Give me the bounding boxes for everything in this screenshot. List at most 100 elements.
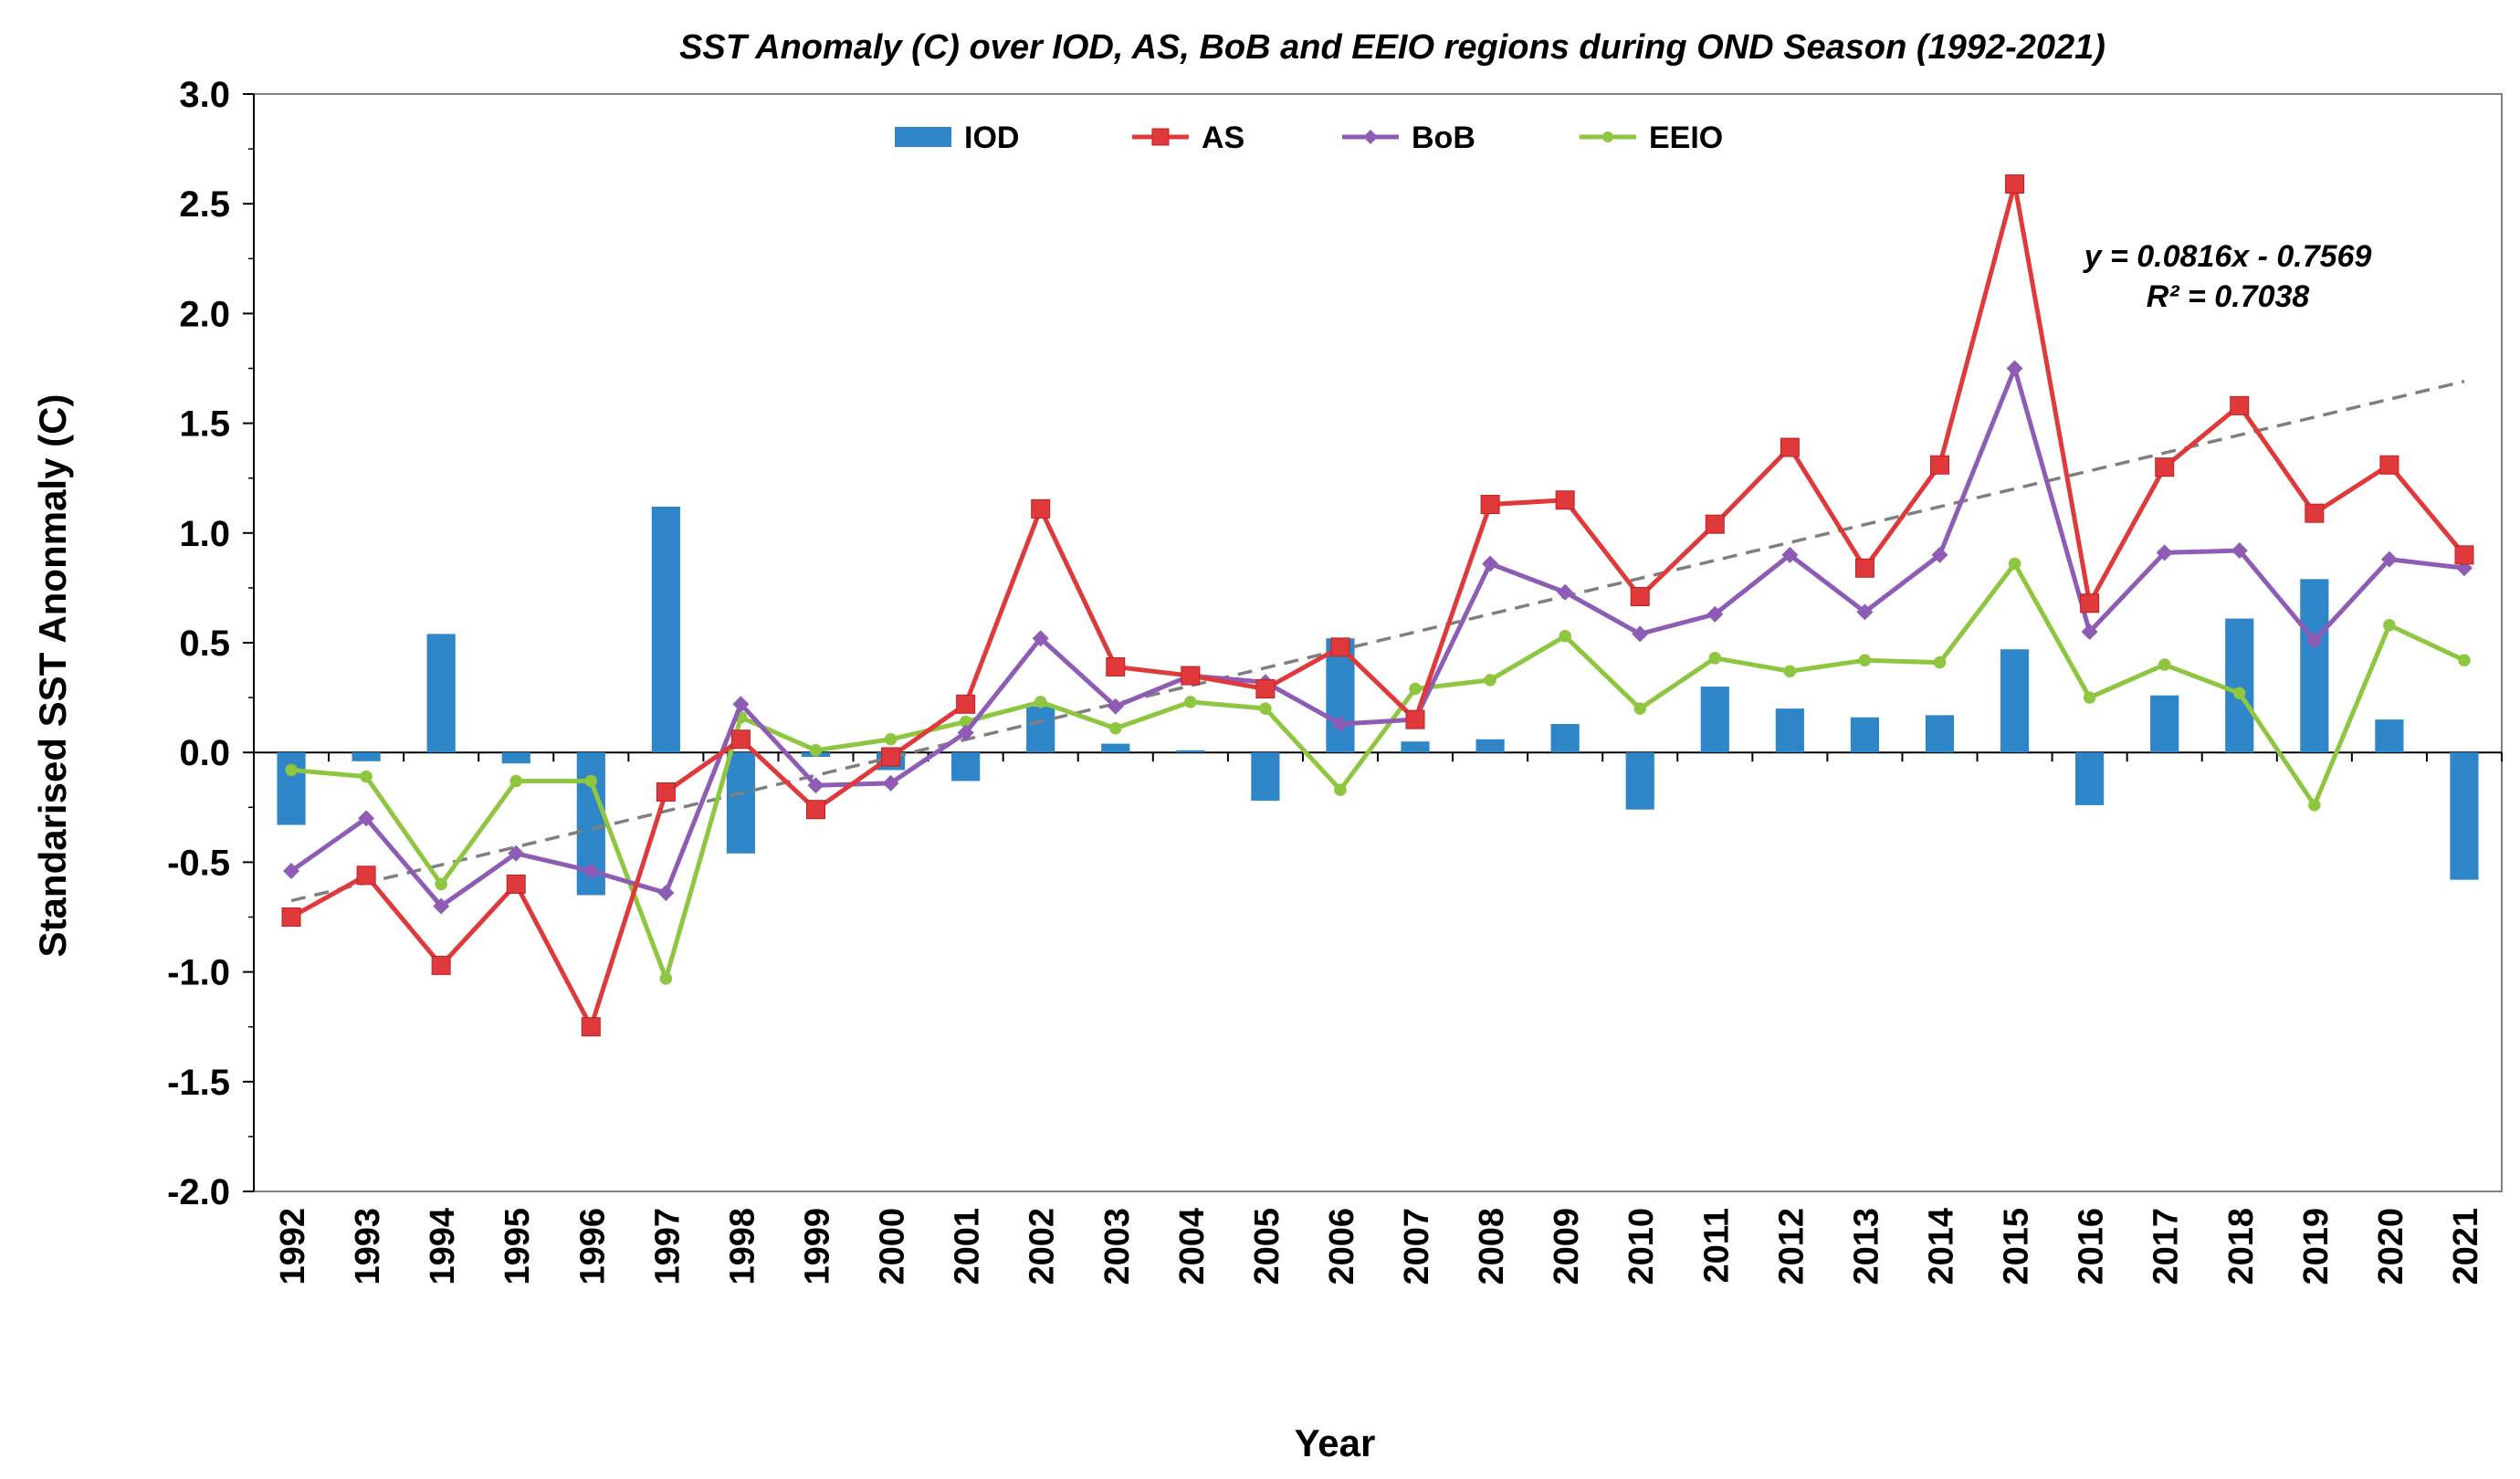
as-marker: [1705, 514, 1725, 534]
as-marker: [1480, 495, 1500, 515]
x-tick-label: 1999: [799, 1208, 837, 1285]
eeio-legend-marker: [1602, 131, 1613, 142]
as-marker: [2005, 174, 2025, 194]
iod-bar: [1625, 752, 1654, 810]
eeio-marker: [1633, 702, 1646, 715]
x-tick-label: 1997: [648, 1208, 687, 1285]
x-tick-label: 1994: [424, 1208, 462, 1285]
as-marker: [2230, 395, 2250, 415]
x-tick-label: 1998: [723, 1208, 761, 1285]
as-marker: [581, 1017, 601, 1037]
bob-marker: [2081, 623, 2098, 640]
as-marker: [1031, 498, 1051, 519]
iod-bar: [651, 506, 680, 753]
y-tick-label: 2.5: [179, 184, 230, 225]
as-trendline: [290, 379, 2465, 903]
eeio-marker: [2008, 557, 2021, 571]
as-marker: [356, 865, 376, 886]
as-marker: [1405, 709, 1425, 729]
iod-bar: [1850, 717, 1880, 753]
x-tick-label: 2020: [2372, 1208, 2410, 1285]
iod-bar: [1101, 743, 1130, 753]
y-axis: -2.0 -1.5 -1.0 -0.5 0.0 0.5 1.0 1.5 2.0 2.5 3.0: [167, 75, 255, 1212]
bob-marker: [508, 844, 525, 862]
x-tick-label: 2004: [1173, 1208, 1212, 1285]
as-marker: [1181, 666, 1201, 686]
bob-marker: [2305, 632, 2323, 649]
iod-bar: [1925, 715, 1955, 753]
y-tick-label: 3.0: [179, 75, 230, 115]
bob-line: [289, 366, 2465, 908]
chart-title: SST Anomaly (C) over IOD, AS, BoB and EE…: [679, 28, 2105, 67]
x-tick-label: 2013: [1847, 1208, 1885, 1285]
bob-marker: [1032, 630, 1049, 647]
iod-bar: [352, 752, 381, 761]
eeio-marker: [1933, 656, 1947, 669]
y-tick-label: -2.0: [167, 1172, 230, 1212]
eeio-marker: [2308, 799, 2321, 812]
eeio-marker: [1858, 654, 1872, 666]
iod-bar: [1251, 752, 1280, 802]
bob-marker: [2006, 360, 2023, 377]
bob-marker: [2380, 551, 2398, 568]
as-marker: [956, 694, 976, 714]
trendline-r-squared: R² = 0.7038: [2147, 279, 2310, 314]
as-legend-label: AS: [1202, 121, 1244, 155]
x-tick-label: 2019: [2297, 1208, 2336, 1285]
as-marker: [2080, 593, 2100, 614]
eeio-marker: [659, 972, 673, 985]
eeio-marker: [959, 715, 972, 729]
iod-bar: [951, 752, 981, 781]
y-tick-label: 0.0: [179, 733, 230, 773]
bob-marker: [807, 777, 824, 794]
bob-marker: [283, 863, 300, 880]
iod-bar: [1475, 739, 1505, 753]
iod-bar: [1550, 723, 1580, 753]
x-tick-label: 2005: [1248, 1208, 1286, 1285]
eeio-line: [290, 561, 2466, 981]
x-tick-label: 2006: [1323, 1208, 1361, 1285]
y-tick-label: 1.5: [179, 404, 230, 445]
bob-marker: [957, 724, 974, 741]
as-marker: [1330, 637, 1350, 657]
iod-bar: [2225, 618, 2254, 753]
eeio-marker: [584, 774, 598, 788]
x-tick-label: 2010: [1622, 1208, 1661, 1285]
bob-marker: [2231, 542, 2248, 560]
y-tick-label: -1.0: [167, 953, 230, 993]
eeio-marker: [1559, 630, 1571, 643]
bob-marker: [2156, 544, 2173, 561]
iod-bar: [1176, 750, 1205, 753]
legend: IOD AS BoB EEIO: [895, 121, 1723, 155]
x-tick-label: 1992: [274, 1208, 312, 1285]
bob-legend-label: BoB: [1412, 121, 1475, 155]
x-tick-label: 2009: [1548, 1208, 1586, 1285]
y-tick-label: 1.0: [179, 514, 230, 554]
as-marker: [1854, 558, 1874, 578]
eeio-marker: [1783, 665, 1797, 678]
series-lines: [281, 174, 2474, 1037]
eeio-marker: [285, 763, 298, 777]
iod-bar: [1700, 687, 1729, 753]
bob-legend-marker: [1363, 130, 1378, 144]
x-axis-label: Year: [1295, 1421, 1376, 1464]
iod-bar: [2375, 719, 2404, 753]
as-marker: [1630, 587, 1650, 607]
iod-bar: [277, 752, 306, 825]
as-marker: [806, 800, 825, 820]
bob-marker: [1781, 546, 1799, 563]
x-tick-label: 2017: [2147, 1208, 2186, 1285]
x-tick-label: 2014: [1923, 1208, 1961, 1285]
trendline-annotation: y = 0.0816x - 0.7569 R² = 0.7038: [2083, 239, 2372, 314]
x-tick-label: 2016: [2073, 1208, 2111, 1285]
trendline-equation: y = 0.0816x - 0.7569: [2083, 239, 2372, 274]
iod-bar: [1026, 706, 1055, 753]
x-tick-label: 2003: [1098, 1208, 1137, 1285]
y-tick-label: 0.5: [179, 624, 230, 664]
bob-marker: [433, 897, 450, 915]
trendline: [290, 379, 2465, 903]
y-tick-label: 2.0: [179, 294, 230, 334]
eeio-marker: [1409, 682, 1422, 696]
iod-bar: [2450, 752, 2479, 880]
